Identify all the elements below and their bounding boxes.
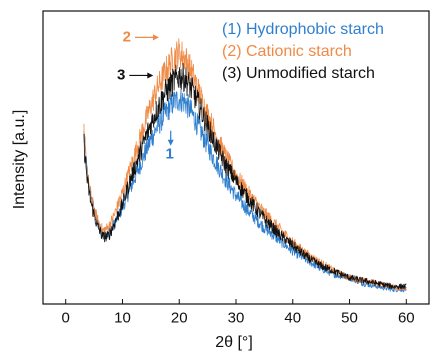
legend-entry-3: (3) Unmodified starch (222, 65, 375, 82)
annotation-1-label: 1 (166, 146, 174, 163)
x-tick-label: 20 (171, 309, 188, 326)
y-axis-title: Intensity [a.u.] (11, 110, 28, 210)
x-axis-title: 2θ [°] (215, 334, 253, 351)
annotation-3-arrowhead (147, 72, 154, 79)
x-tick-label: 40 (284, 309, 301, 326)
annotation-3-label: 3 (117, 66, 125, 83)
x-tick-label: 50 (341, 309, 358, 326)
legend: (1) Hydrophobic starch (2) Cationic starc… (222, 21, 384, 82)
x-tick-label: 60 (398, 309, 415, 326)
series-line-3 (83, 62, 407, 290)
x-tick-label: 10 (114, 309, 131, 326)
legend-entry-2: (2) Cationic starch (222, 43, 352, 60)
annotation-1-arrowhead (167, 139, 174, 146)
series-lines (83, 38, 407, 293)
x-ticks: 0 10 20 30 40 50 60 (62, 299, 415, 326)
x-tick-label: 30 (228, 309, 245, 326)
annotation-2-arrowhead (152, 34, 159, 41)
x-tick-label: 0 (62, 309, 70, 326)
annotation-2-label: 2 (123, 28, 131, 45)
legend-entry-1: (1) Hydrophobic starch (222, 21, 384, 38)
annotations: 1 2 3 (117, 28, 174, 162)
